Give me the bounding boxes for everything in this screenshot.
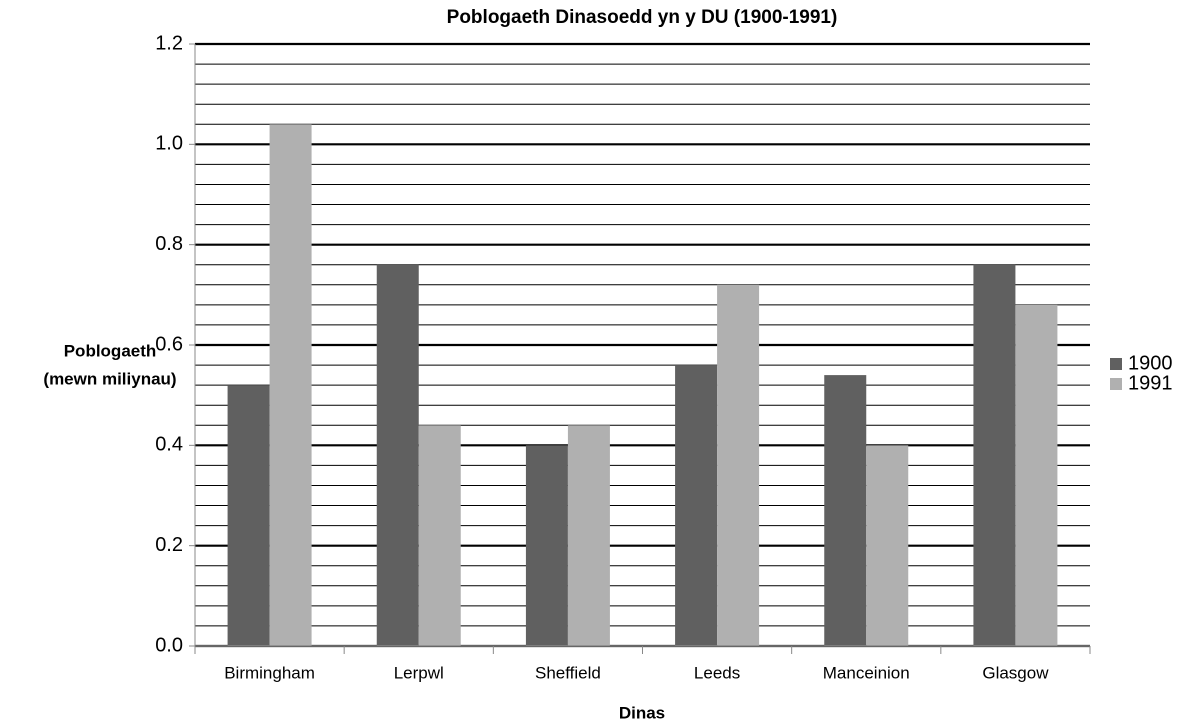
chart-title: Poblogaeth Dinasoedd yn y DU (1900-1991) bbox=[447, 7, 838, 28]
bar bbox=[973, 264, 1016, 646]
legend-label: 1900 bbox=[1128, 352, 1173, 374]
bar bbox=[227, 385, 270, 646]
y-tick-label: 0.2 bbox=[155, 534, 183, 556]
y-tick-label: 0.0 bbox=[155, 634, 183, 656]
bar bbox=[717, 284, 760, 646]
x-tick-label: Glasgow bbox=[982, 663, 1049, 682]
y-axis-label: Poblogaeth bbox=[64, 341, 157, 360]
y-tick-label: 0.6 bbox=[155, 333, 183, 355]
legend-swatch bbox=[1110, 358, 1122, 370]
bar bbox=[418, 425, 461, 646]
bar bbox=[866, 445, 909, 646]
y-tick-label: 0.4 bbox=[155, 434, 183, 456]
y-axis-label: (mewn miliynau) bbox=[43, 369, 176, 388]
x-tick-label: Lerpwl bbox=[394, 663, 444, 682]
bar bbox=[1015, 304, 1058, 646]
x-tick-label: Manceinion bbox=[823, 663, 910, 682]
x-axis-label: Dinas bbox=[619, 703, 665, 722]
y-tick-label: 1.0 bbox=[155, 133, 183, 155]
x-tick-label: Birmingham bbox=[224, 663, 315, 682]
legend-swatch bbox=[1110, 378, 1122, 390]
y-tick-label: 0.8 bbox=[155, 233, 183, 255]
bar bbox=[376, 264, 419, 646]
legend-label: 1991 bbox=[1128, 372, 1173, 394]
bar bbox=[824, 375, 867, 646]
bar bbox=[675, 365, 718, 646]
bar bbox=[567, 425, 610, 646]
bar bbox=[269, 124, 312, 647]
x-tick-label: Sheffield bbox=[535, 663, 601, 682]
y-tick-label: 1.2 bbox=[155, 32, 183, 54]
x-tick-label: Leeds bbox=[694, 663, 740, 682]
bar bbox=[525, 445, 568, 646]
